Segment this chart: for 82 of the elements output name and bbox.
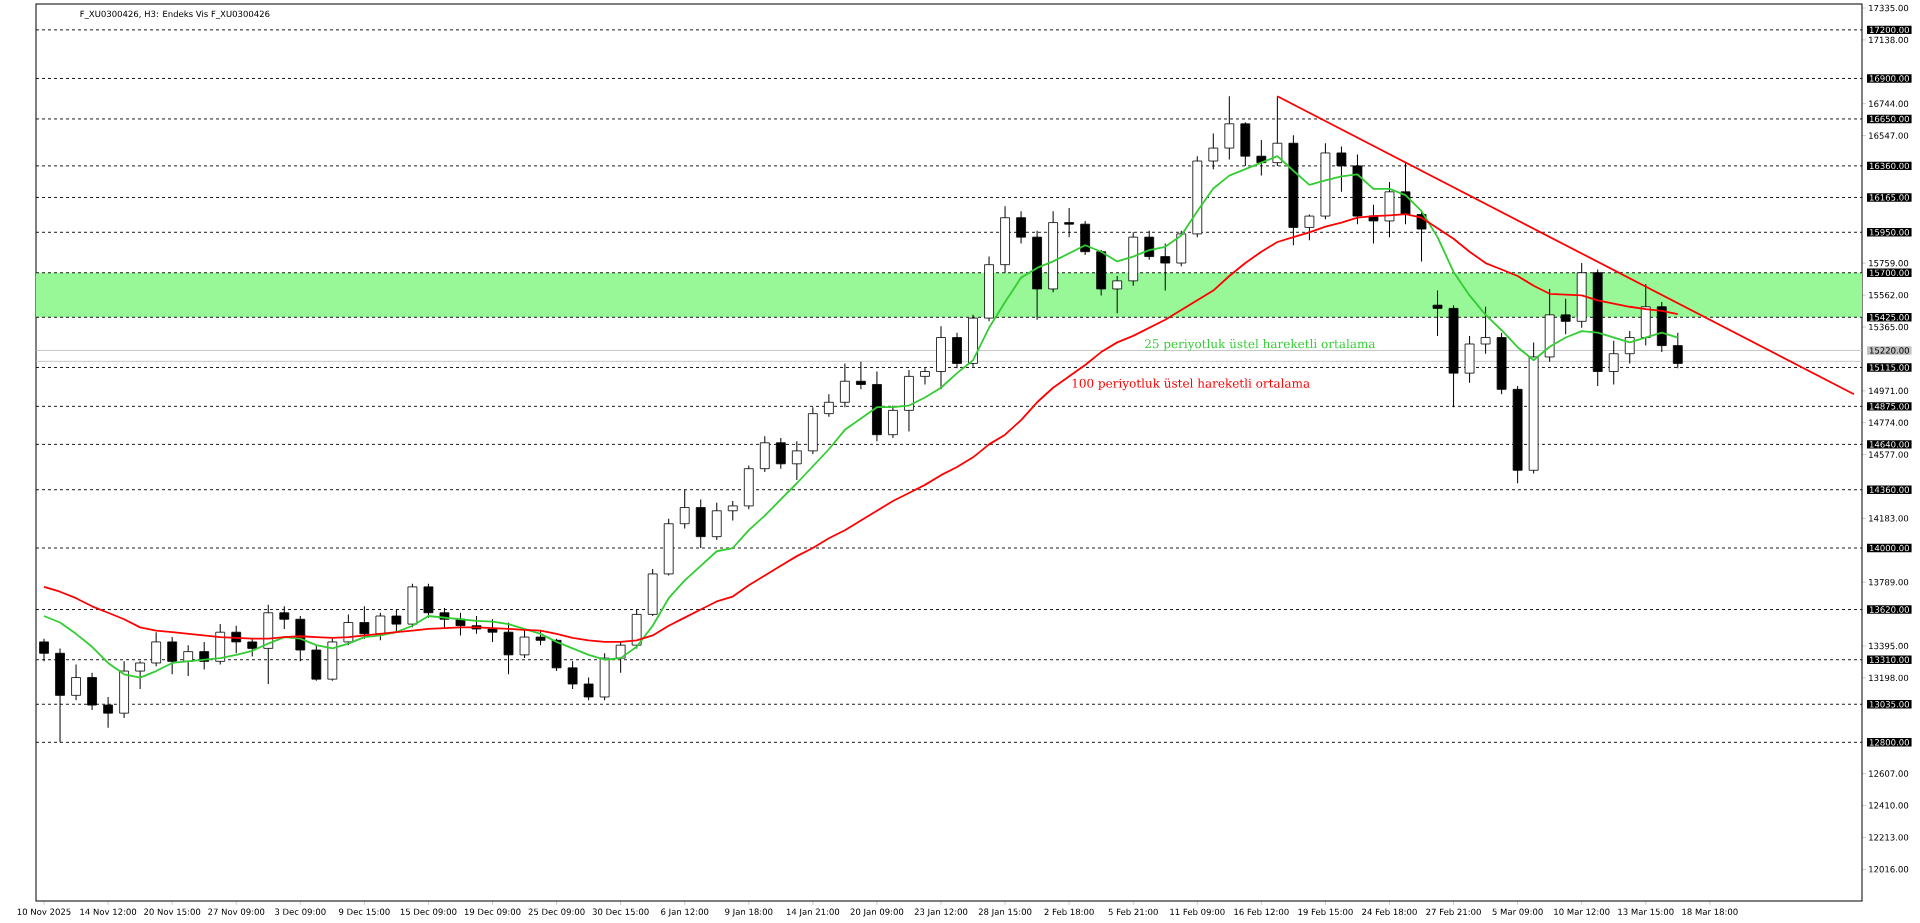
y-tick-label: 17138.00 xyxy=(1869,36,1909,44)
ref-line-label: 13310.00 xyxy=(1869,656,1909,663)
ref-line-label: 15220.00 xyxy=(1869,347,1909,354)
y-tick-label: 14774.00 xyxy=(1869,419,1909,426)
y-tick-label: 15562.00 xyxy=(1869,291,1909,299)
x-tick-label: 2 Feb 18:00 xyxy=(1044,908,1094,916)
ref-line-label: 16650.00 xyxy=(1869,115,1909,123)
ref-line-label: 14640.00 xyxy=(1869,441,1909,448)
y-tick-label: 16547.00 xyxy=(1869,132,1909,139)
y-tick-label: 13395.00 xyxy=(1869,642,1909,650)
ref-line-label: 12800.00 xyxy=(1869,739,1909,746)
ref-line-label: 13620.00 xyxy=(1869,606,1909,613)
x-tick-label: 5 Mar 09:00 xyxy=(1492,908,1543,915)
x-tick-label: 10 Nov 2025 xyxy=(17,908,71,915)
y-tick-label: 17335.00 xyxy=(1869,4,1909,12)
candlestick xyxy=(775,437,786,470)
candlestick xyxy=(1016,210,1026,245)
x-tick-label: 16 Feb 12:00 xyxy=(1234,908,1289,916)
y-tick-label: 12410.00 xyxy=(1869,802,1909,809)
ref-line-label: 17200.00 xyxy=(1869,26,1909,34)
candlestick xyxy=(1112,275,1123,314)
x-tick-label: 24 Feb 18:00 xyxy=(1362,908,1417,916)
x-tick-label: 14 Nov 12:00 xyxy=(80,908,137,915)
x-tick-label: 23 Jan 12:00 xyxy=(914,908,968,917)
ref-line-label: 14875.00 xyxy=(1869,403,1909,410)
ref-line-label: 14000.00 xyxy=(1869,544,1909,552)
y-tick-label: 12016.00 xyxy=(1869,866,1909,873)
ref-line-label: 16900.00 xyxy=(1869,75,1909,82)
series-label: 100 periyotluk üstel hareketli ortalama xyxy=(1072,378,1310,391)
ref-line-label: 15115.00 xyxy=(1869,364,1909,371)
x-tick-label: 27 Feb 21:00 xyxy=(1426,908,1481,916)
x-tick-label: 19 Feb 15:00 xyxy=(1298,908,1353,916)
x-tick-label: 15 Dec 09:00 xyxy=(400,908,457,915)
text: F_XU0300426, H3: Endeks Vis F_XU0300426 xyxy=(80,10,270,19)
y-tick-label: 12213.00 xyxy=(1869,834,1909,841)
candlestick xyxy=(823,393,834,418)
ref-line-label: 16360.00 xyxy=(1869,162,1909,170)
x-tick-label: 30 Dec 15:00 xyxy=(592,908,649,915)
candlestick xyxy=(375,612,386,641)
y-tick-label: 14971.00 xyxy=(1869,387,1909,395)
candlestick xyxy=(71,664,81,701)
candlestick xyxy=(487,618,498,643)
x-tick-label: 28 Jan 15:00 xyxy=(978,908,1032,917)
candlestick xyxy=(519,628,530,659)
x-tick-label: 6 Jan 12:00 xyxy=(661,908,709,917)
text: 25 periyotluk üstel hareketli ortalama xyxy=(1145,338,1376,351)
x-tick-label: 20 Nov 15:00 xyxy=(144,908,201,915)
x-tick-label: 9 Jan 18:00 xyxy=(725,908,773,917)
y-tick-label: 15759.00 xyxy=(1869,260,1909,267)
candlestick xyxy=(920,367,930,385)
candlestick xyxy=(343,613,354,646)
x-tick-label: 10 Mar 12:00 xyxy=(1554,908,1610,915)
x-tick-label: 9 Dec 15:00 xyxy=(339,908,390,915)
y-tick-label: 12607.00 xyxy=(1869,770,1909,777)
x-tick-label: 11 Feb 09:00 xyxy=(1170,908,1225,916)
candlestick xyxy=(567,660,578,690)
x-tick-label: 18 Mar 18:00 xyxy=(1682,908,1738,915)
ref-line-label: 14360.00 xyxy=(1869,486,1909,493)
candlestick xyxy=(167,636,178,675)
y-tick-label: 16744.00 xyxy=(1869,100,1909,107)
x-tick-label: 19 Dec 09:00 xyxy=(464,908,521,915)
x-tick-label: 3 Dec 09:00 xyxy=(275,908,326,915)
ref-line-label: 15425.00 xyxy=(1869,314,1909,321)
ref-line-label: 16165.00 xyxy=(1869,194,1909,201)
ref-line-label: 13035.00 xyxy=(1869,701,1909,708)
x-tick-label: 14 Jan 21:00 xyxy=(786,908,840,917)
y-tick-label: 14183.00 xyxy=(1869,515,1909,522)
candlestick xyxy=(1624,330,1635,364)
x-tick-label: 20 Jan 09:00 xyxy=(850,908,904,917)
y-tick-label: 15365.00 xyxy=(1869,323,1909,331)
candlestick xyxy=(583,677,594,701)
x-tick-label: 13 Mar 15:00 xyxy=(1618,908,1674,915)
x-tick-label: 27 Nov 09:00 xyxy=(208,908,265,915)
ref-line-label: 15950.00 xyxy=(1869,229,1909,236)
candlestick xyxy=(727,500,738,521)
y-tick-label: 14577.00 xyxy=(1869,451,1909,458)
ref-line-label: 15700.00 xyxy=(1869,269,1909,276)
x-tick-label: 25 Dec 09:00 xyxy=(528,908,585,915)
y-tick-label: 13198.00 xyxy=(1869,674,1909,682)
x-tick-label: 5 Feb 21:00 xyxy=(1108,908,1158,916)
candlestick xyxy=(1304,213,1315,241)
y-tick-label: 13789.00 xyxy=(1869,578,1909,586)
